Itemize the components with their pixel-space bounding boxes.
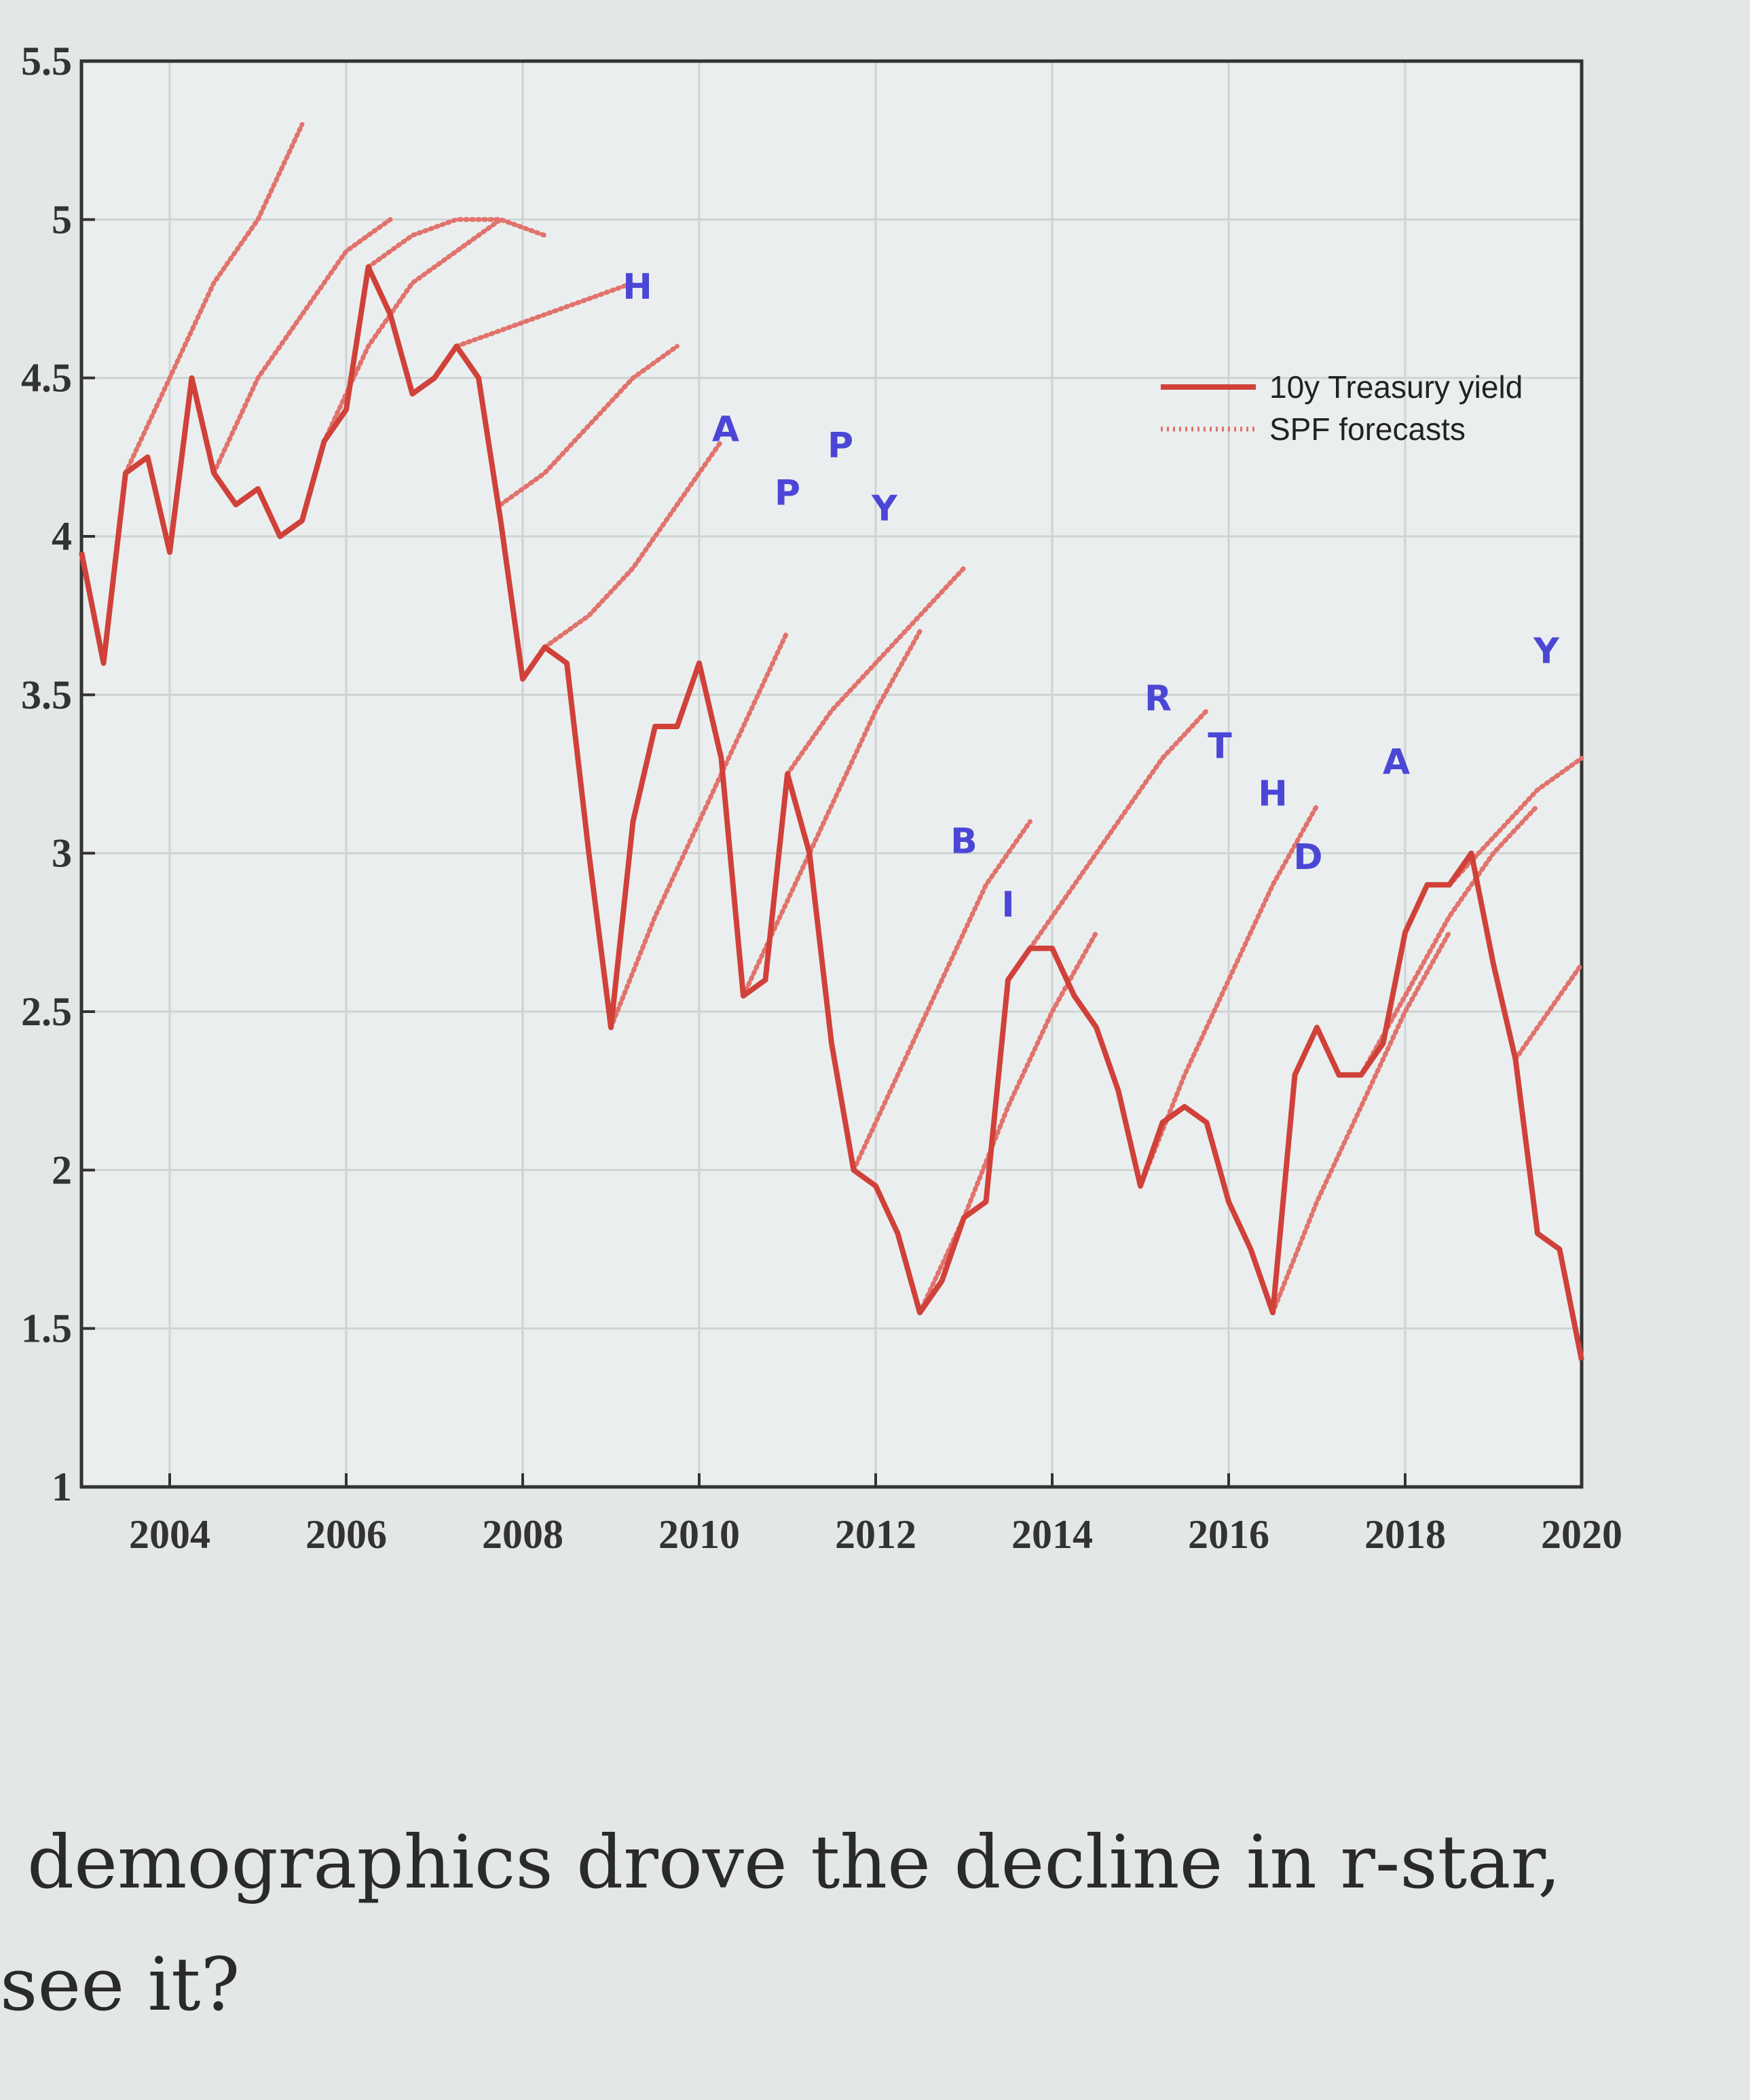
caption-line: demographics drove the decline in r-star… xyxy=(27,1820,1561,1905)
y-tick-label: 5.5 xyxy=(21,39,72,84)
annotation: A xyxy=(712,409,739,450)
x-tick-label: 2006 xyxy=(305,1512,387,1557)
forecast-line xyxy=(851,819,1032,1173)
y-tick-label: 2 xyxy=(52,1147,72,1192)
y-tick-label: 5 xyxy=(52,197,72,242)
annotation: Y xyxy=(1533,631,1560,672)
y-tick-label: 1 xyxy=(52,1465,72,1509)
forecast-line xyxy=(1138,803,1320,1189)
forecast-line xyxy=(1028,708,1209,951)
annotation: H xyxy=(1258,774,1288,815)
yield-line xyxy=(79,264,1584,1361)
legend-label: SPF forecasts xyxy=(1269,411,1466,447)
forecast-line xyxy=(542,439,724,650)
forecast-line xyxy=(211,217,393,476)
x-tick-label: 2012 xyxy=(835,1512,916,1557)
y-tick-label: 4 xyxy=(52,514,72,559)
forecast-line xyxy=(498,344,679,507)
forecast-line xyxy=(1513,961,1584,1062)
annotation: Y xyxy=(871,489,898,530)
forecast-line xyxy=(123,122,305,476)
forecast-line xyxy=(608,629,790,1030)
annotation: R xyxy=(1144,679,1172,720)
y-tick-label: 2.5 xyxy=(21,989,72,1034)
annotation: P xyxy=(775,473,800,513)
annotation: H xyxy=(622,267,652,308)
forecast-line xyxy=(1270,929,1452,1315)
caption-line: see it? xyxy=(0,1942,240,2027)
annotation: A xyxy=(1383,742,1410,783)
plot-frame xyxy=(79,59,1584,1489)
annotation: T xyxy=(1208,726,1232,767)
annotation: D xyxy=(1293,837,1322,878)
y-tick-label: 4.5 xyxy=(21,356,72,401)
x-tick-label: 2016 xyxy=(1188,1512,1269,1557)
x-tick-label: 2004 xyxy=(129,1512,210,1557)
annotation: I xyxy=(1001,885,1014,925)
forecast-line xyxy=(785,566,967,777)
y-tick-label: 3.5 xyxy=(21,672,72,717)
legend-label: 10y Treasury yield xyxy=(1269,369,1523,405)
x-tick-label: 2010 xyxy=(658,1512,740,1557)
x-tick-label: 2014 xyxy=(1011,1512,1093,1557)
y-tick-label: 3 xyxy=(52,831,72,876)
x-tick-label: 2008 xyxy=(482,1512,563,1557)
x-tick-label: 2018 xyxy=(1364,1512,1446,1557)
y-tick-label: 1.5 xyxy=(21,1306,72,1351)
plot-area xyxy=(81,61,1582,1487)
forecast-line xyxy=(454,280,635,349)
forecast-line xyxy=(366,217,547,270)
x-tick-label: 2020 xyxy=(1541,1512,1622,1557)
annotation: P xyxy=(827,425,853,466)
annotation: B xyxy=(950,822,978,862)
forecast-line xyxy=(1358,803,1540,1077)
